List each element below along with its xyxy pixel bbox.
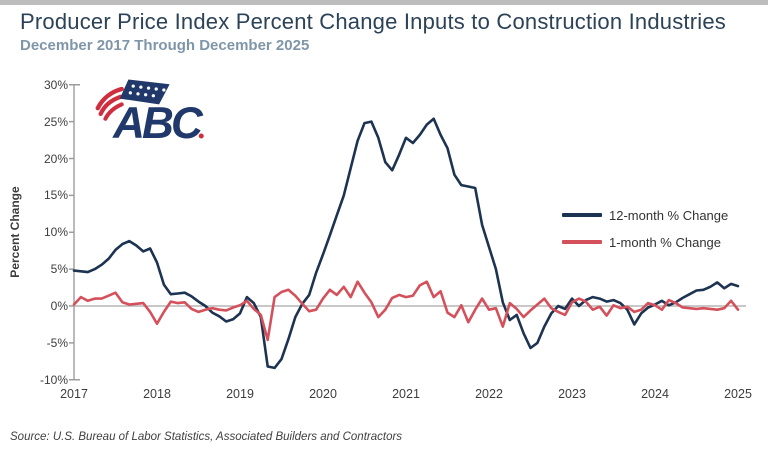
legend: 12-month % Change 1-month % Change <box>562 203 728 257</box>
y-axis-tick-label: 15% <box>43 188 68 203</box>
abc-logo: ABC <box>95 79 207 148</box>
y-axis-tick-label: 0% <box>50 299 68 313</box>
legend-label-1-month: 1-month % Change <box>609 234 722 250</box>
y-axis-tick-label: 10% <box>43 225 68 240</box>
x-axis-year-label: 2021 <box>392 387 420 401</box>
x-axis-year-label: 2017 <box>60 387 88 401</box>
x-axis-year-label: 2025 <box>724 387 752 401</box>
y-axis-tick-label: -10% <box>39 372 68 387</box>
x-axis-year-label: 2019 <box>226 387 254 401</box>
y-axis-tick-label: 25% <box>43 114 68 129</box>
legend-line-swatch-1-month <box>562 240 602 244</box>
y-axis-tick-label: 5% <box>50 262 68 277</box>
window-top-edge <box>0 0 768 5</box>
y-axis-title: Percent Change <box>8 186 22 278</box>
legend-item-1-month: 1-month % Change <box>562 230 728 254</box>
y-axis-tick-label: -5% <box>46 335 68 350</box>
page-title: Producer Price Index Percent Change Inpu… <box>20 9 726 34</box>
page-subtitle: December 2017 Through December 2025 <box>20 37 310 54</box>
flag-icon <box>95 79 170 121</box>
series-line-12-month <box>72 117 740 370</box>
y-axis <box>69 84 80 381</box>
registered-mark-dot <box>198 133 204 139</box>
abc-logo-text: ABC <box>112 99 204 148</box>
series-line-1-month <box>72 280 740 342</box>
legend-label-12-month: 12-month % Change <box>609 207 729 223</box>
legend-item-12-month: 12-month % Change <box>562 203 728 227</box>
x-axis-year-label: 2024 <box>641 387 669 401</box>
y-axis-tick-label: 20% <box>43 151 68 166</box>
y-axis-tick-label: 30% <box>43 77 68 92</box>
source-note: Source: U.S. Bureau of Labor Statistics,… <box>10 431 403 443</box>
x-axis-year-label: 2020 <box>309 387 337 401</box>
x-axis-year-label: 2023 <box>558 387 586 401</box>
legend-line-swatch-12-month <box>562 213 602 217</box>
x-axis-year-label: 2018 <box>143 387 171 401</box>
x-axis-year-label: 2022 <box>475 387 503 401</box>
